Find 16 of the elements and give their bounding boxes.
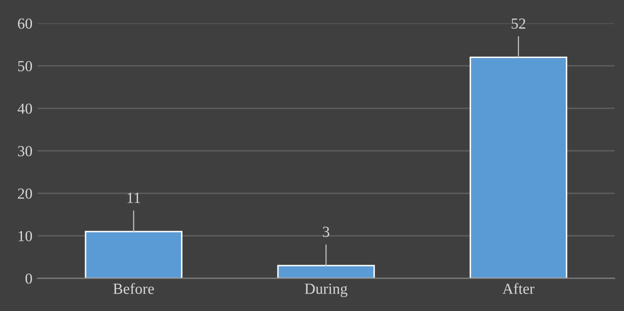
bar — [470, 56, 568, 278]
y-tick-label: 40 — [18, 103, 32, 114]
y-tick-label: 0 — [26, 273, 32, 284]
data-label: 3 — [322, 226, 330, 237]
data-label: 11 — [128, 192, 140, 203]
y-tick-label: 30 — [18, 146, 32, 156]
y-tick-label: 50 — [18, 60, 32, 72]
data-label: 52 — [512, 18, 526, 29]
y-tick-label: 10 — [18, 230, 32, 242]
bar — [84, 230, 182, 278]
x-tick-label: Before — [113, 283, 154, 294]
x-tick-label: During — [304, 284, 348, 298]
y-tick-label: 20 — [18, 188, 32, 199]
y-tick-label: 60 — [18, 18, 32, 29]
x-tick-label: After — [502, 283, 534, 294]
bar — [277, 264, 375, 278]
